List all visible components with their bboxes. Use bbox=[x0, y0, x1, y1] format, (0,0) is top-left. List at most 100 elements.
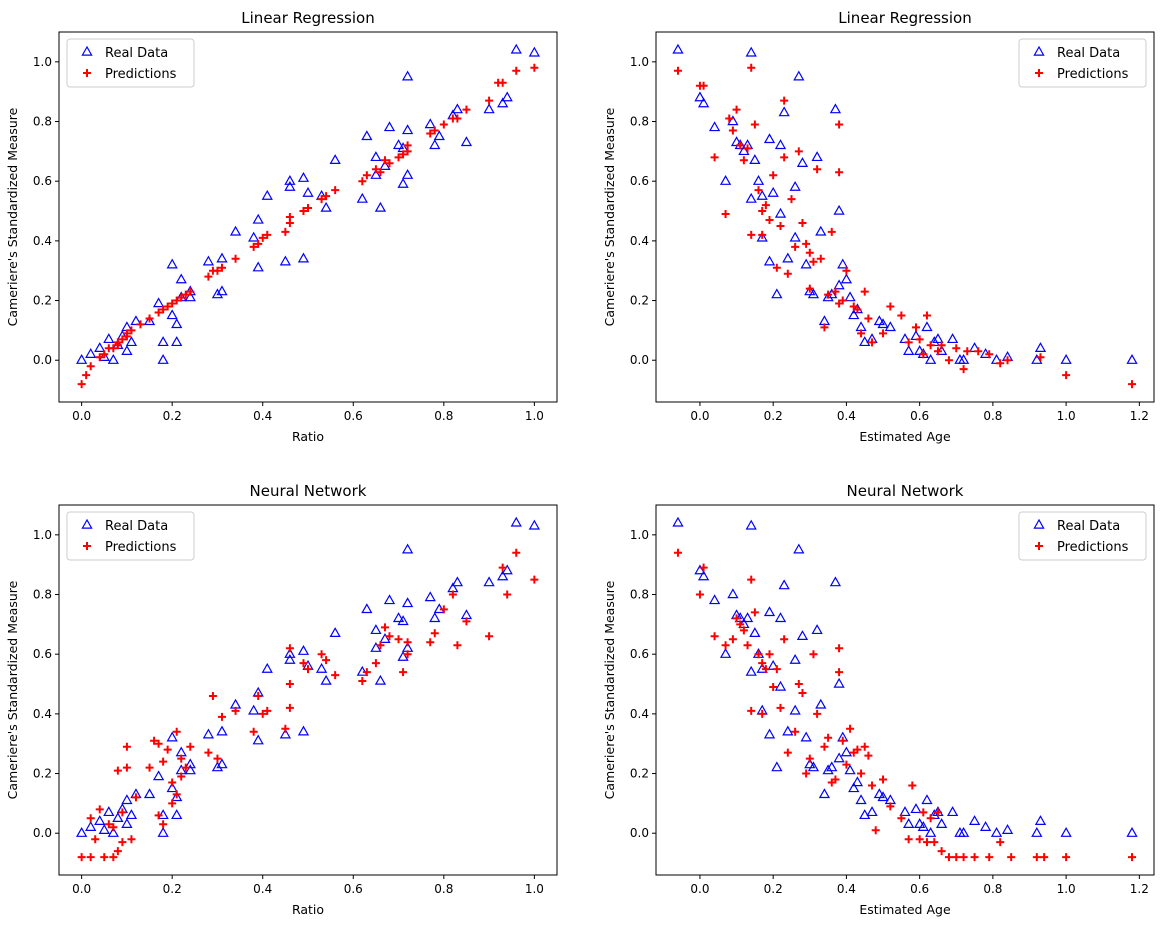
prediction-point bbox=[317, 650, 326, 659]
prediction-point bbox=[136, 320, 145, 329]
real-data-point bbox=[501, 91, 513, 102]
prediction-point bbox=[747, 706, 756, 715]
real-data-point bbox=[451, 576, 464, 587]
real-data-point bbox=[528, 46, 540, 57]
real-data-point bbox=[320, 674, 332, 685]
prediction-point bbox=[926, 341, 935, 350]
prediction-point bbox=[772, 665, 781, 674]
real-data-point bbox=[166, 782, 178, 793]
y-tick-label: 0.6 bbox=[630, 647, 649, 661]
real-data-point bbox=[822, 764, 834, 775]
real-data-point bbox=[297, 644, 310, 655]
real-data-point bbox=[855, 794, 867, 805]
real-data-point bbox=[763, 728, 776, 739]
y-tick-label: 0.8 bbox=[630, 588, 649, 602]
prediction-point bbox=[970, 853, 979, 862]
prediction-point bbox=[322, 192, 331, 201]
prediction-point bbox=[933, 347, 942, 356]
real-data-point bbox=[921, 794, 933, 805]
real-data-point bbox=[284, 180, 296, 191]
prediction-point bbox=[820, 323, 829, 332]
legend-label: Real Data bbox=[1057, 519, 1120, 534]
real-data-point bbox=[361, 130, 373, 141]
x-tick-label: 1.0 bbox=[1057, 409, 1076, 423]
prediction-point bbox=[217, 263, 226, 272]
prediction-point bbox=[82, 371, 91, 380]
prediction-point bbox=[769, 171, 778, 180]
prediction-point bbox=[394, 635, 403, 644]
prediction-point bbox=[802, 769, 811, 778]
real-data-point bbox=[752, 174, 765, 185]
prediction-point bbox=[168, 778, 177, 787]
real-data-point bbox=[840, 746, 853, 757]
legend-triangle-icon bbox=[81, 45, 93, 56]
y-axis-label: Cameriere's Standardized Measure bbox=[602, 580, 617, 799]
prediction-point bbox=[462, 105, 471, 114]
prediction-point bbox=[512, 548, 521, 557]
prediction-point bbox=[376, 168, 385, 177]
real-data-point bbox=[957, 354, 970, 364]
real-data-point bbox=[374, 674, 387, 685]
real-data-point bbox=[774, 207, 787, 218]
prediction-point bbox=[743, 641, 752, 650]
y-tick-label: 0.8 bbox=[630, 115, 649, 129]
real-data-point bbox=[708, 121, 721, 132]
real-data-point bbox=[877, 318, 889, 329]
y-tick-label: 0.8 bbox=[33, 115, 52, 129]
real-data-point bbox=[166, 309, 178, 320]
prediction-point bbox=[113, 847, 122, 856]
prediction-point bbox=[281, 227, 290, 236]
real-data-point bbox=[672, 43, 684, 54]
real-data-point bbox=[397, 650, 409, 661]
real-data-point bbox=[297, 171, 310, 182]
y-axis-label: Cameriere's Standardized Measure bbox=[602, 107, 617, 326]
prediction-point bbox=[331, 186, 340, 195]
prediction-point bbox=[362, 668, 371, 677]
real-data-point bbox=[903, 818, 915, 828]
prediction-point bbox=[118, 335, 127, 344]
real-data-point bbox=[694, 564, 706, 575]
prediction-point bbox=[710, 632, 719, 641]
real-data-point bbox=[771, 761, 783, 772]
prediction-point bbox=[937, 341, 946, 350]
y-tick-label: 1.0 bbox=[630, 528, 649, 542]
real-data-point bbox=[935, 818, 948, 828]
real-data-point bbox=[121, 321, 133, 332]
y-tick-label: 0.6 bbox=[33, 174, 52, 188]
x-tick-label: 0.4 bbox=[253, 409, 272, 423]
real-data-point bbox=[175, 746, 187, 757]
prediction-point bbox=[750, 120, 759, 129]
prediction-point bbox=[919, 350, 928, 359]
real-data-point bbox=[433, 130, 445, 141]
y-tick-label: 0.0 bbox=[33, 353, 52, 367]
real-data-point bbox=[800, 731, 812, 742]
prediction-point bbox=[732, 614, 741, 623]
prediction-point bbox=[871, 826, 880, 835]
real-data-point bbox=[848, 782, 860, 793]
neural-network-ratio-plot: Neural Network Ratio Cameriere's Standar… bbox=[5, 482, 558, 917]
real-data-point bbox=[848, 309, 860, 320]
prediction-point bbox=[213, 266, 222, 275]
real-data-point bbox=[840, 273, 853, 284]
real-data-point bbox=[143, 788, 156, 799]
real-data-point bbox=[763, 606, 776, 617]
real-data-point bbox=[946, 333, 959, 344]
prediction-point bbox=[835, 644, 844, 653]
prediction-point bbox=[168, 299, 177, 308]
prediction-point bbox=[380, 156, 389, 165]
prediction-point bbox=[860, 287, 869, 296]
real-data-point bbox=[166, 731, 178, 742]
prediction-point bbox=[145, 763, 154, 772]
plot-title: Linear Regression bbox=[838, 9, 971, 27]
prediction-point bbox=[765, 650, 774, 659]
plot-title: Linear Regression bbox=[241, 9, 374, 27]
prediction-point bbox=[754, 650, 763, 659]
real-data-point bbox=[94, 342, 106, 352]
prediction-point bbox=[813, 165, 822, 174]
prediction-point bbox=[77, 853, 86, 862]
prediction-point bbox=[827, 227, 836, 236]
real-data-point bbox=[1031, 827, 1043, 837]
legend-label: Predictions bbox=[105, 540, 177, 555]
plot-frame bbox=[655, 31, 1155, 403]
real-data-point bbox=[284, 653, 296, 664]
